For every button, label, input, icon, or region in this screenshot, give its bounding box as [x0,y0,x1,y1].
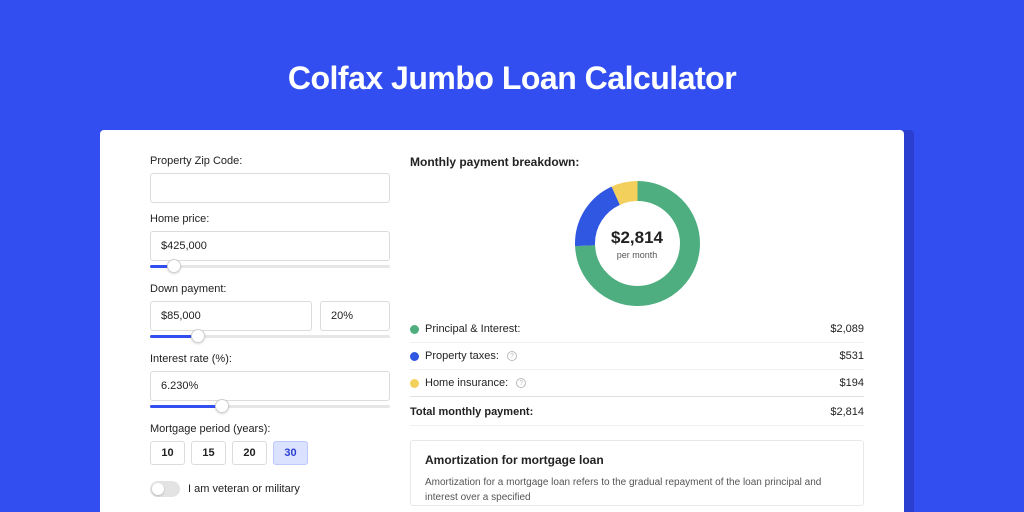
zip-label: Property Zip Code: [150,155,390,167]
home-price-label: Home price: [150,213,390,225]
toggle-knob [152,483,164,495]
home-price-input[interactable] [150,231,390,261]
legend-value: $2,089 [830,323,864,335]
breakdown-title: Monthly payment breakdown: [410,155,864,169]
period-button-15[interactable]: 15 [191,441,226,465]
legend-row: Property taxes:? $531 [410,343,864,370]
period-label: Mortgage period (years): [150,423,390,435]
page-title: Colfax Jumbo Loan Calculator [0,0,1024,97]
payment-donut-chart: $2,814 per month [575,181,700,306]
legend-label: Home insurance: [425,377,508,389]
amortization-title: Amortization for mortgage loan [425,453,849,467]
donut-sub: per month [617,250,658,260]
down-payment-input[interactable] [150,301,312,331]
down-payment-label: Down payment: [150,283,390,295]
period-button-30[interactable]: 30 [273,441,308,465]
info-icon[interactable]: ? [507,351,517,361]
veteran-toggle[interactable] [150,481,180,497]
total-row: Total monthly payment: $2,814 [410,396,864,426]
legend-dot [410,325,419,334]
legend-row: Principal & Interest: $2,089 [410,316,864,343]
legend-label: Property taxes: [425,350,499,362]
down-payment-pct-input[interactable] [320,301,390,331]
amortization-card: Amortization for mortgage loan Amortizat… [410,440,864,506]
legend-label: Principal & Interest: [425,323,520,335]
info-icon[interactable]: ? [516,378,526,388]
legend-dot [410,352,419,361]
period-button-20[interactable]: 20 [232,441,267,465]
total-label: Total monthly payment: [410,406,533,418]
legend-value: $531 [840,350,864,362]
form-column: Property Zip Code: Home price: Down paym… [150,155,390,512]
period-button-10[interactable]: 10 [150,441,185,465]
interest-input[interactable] [150,371,390,401]
breakdown-column: Monthly payment breakdown: $2,814 per mo… [410,155,864,512]
total-value: $2,814 [830,406,864,418]
donut-total: $2,814 [611,228,663,248]
period-buttons: 10152030 [150,441,390,465]
amortization-text: Amortization for a mortgage loan refers … [425,475,849,505]
legend-list: Principal & Interest: $2,089 Property taxe… [410,316,864,396]
home-price-slider[interactable] [150,259,390,273]
veteran-label: I am veteran or military [188,483,300,495]
legend-dot [410,379,419,388]
calculator-card: Property Zip Code: Home price: Down paym… [100,130,904,512]
page-background: Colfax Jumbo Loan Calculator Property Zi… [0,0,1024,512]
interest-slider[interactable] [150,399,390,413]
legend-value: $194 [840,377,864,389]
zip-input[interactable] [150,173,390,203]
legend-row: Home insurance:? $194 [410,370,864,396]
down-payment-slider[interactable] [150,329,390,343]
interest-label: Interest rate (%): [150,353,390,365]
